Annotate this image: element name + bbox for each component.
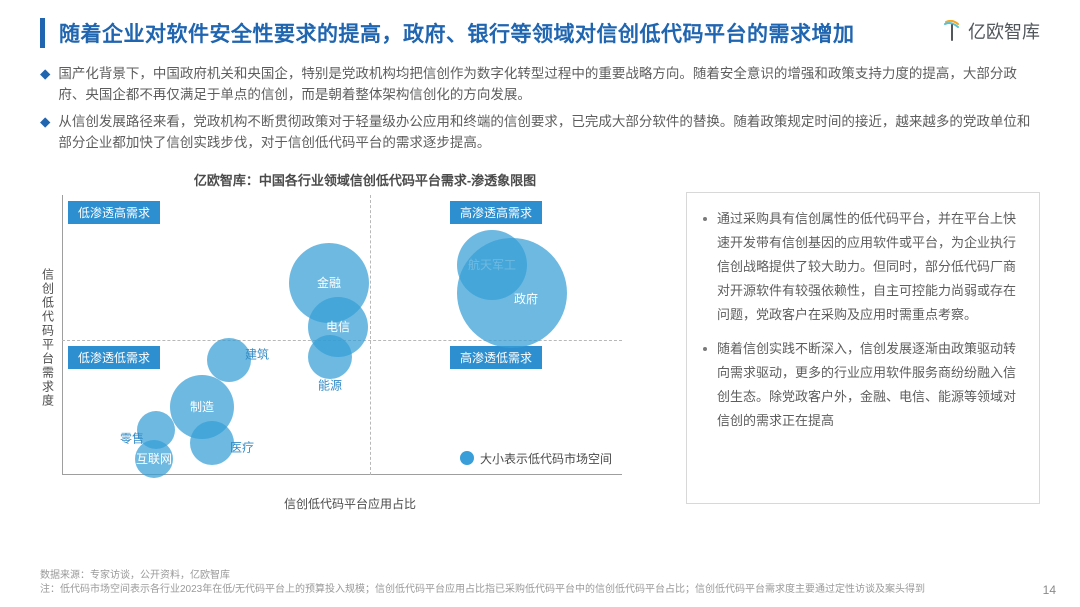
bubble-医疗: 医疗: [190, 421, 234, 465]
bubble-建筑: 建筑: [207, 338, 251, 382]
commentary-text: 通过采购具有信创属性的低代码平台，并在平台上快速开发带有信创基因的应用软件或平台…: [717, 207, 1023, 327]
bubble-label: 政府: [514, 290, 538, 307]
bubble-互联网: 互联网: [135, 440, 173, 478]
quadrant-label: 高渗透低需求: [450, 346, 542, 369]
bullet-dot-icon: [703, 347, 707, 351]
note-line: 注：低代码市场空间表示各行业2023年在低/无代码平台上的预算投入规模；信创低代…: [40, 583, 1040, 597]
quadrant-label: 低渗透高需求: [68, 201, 160, 224]
mid-vertical-line: [370, 195, 371, 475]
diamond-icon: ◆: [40, 112, 50, 154]
legend-dot-icon: [460, 451, 474, 465]
bubble-政府: 政府: [457, 238, 567, 348]
bubble-label: 制造: [190, 398, 214, 415]
legend-text: 大小表示低代码市场空间: [480, 450, 612, 467]
bullet-item: ◆从信创发展路径来看，党政机构不断贯彻政策对于轻量级办公应用和终端的信创要求，已…: [40, 112, 1040, 154]
logo-icon: [942, 20, 962, 42]
y-axis-label: 信创低代码平台需求度: [40, 195, 56, 512]
bubble-label: 互联网: [136, 450, 172, 467]
bullet-text: 从信创发展路径来看，党政机构不断贯彻政策对于轻量级办公应用和终端的信创要求，已完…: [58, 112, 1040, 154]
quadrant-label: 低渗透低需求: [68, 346, 160, 369]
commentary-box: 通过采购具有信创属性的低代码平台，并在平台上快速开发带有信创基因的应用软件或平台…: [686, 192, 1040, 504]
page-number: 14: [1043, 583, 1056, 597]
commentary-text: 随着信创实践不断深入，信创发展逐渐由政策驱动转向需求驱动，更多的行业应用软件服务…: [717, 337, 1023, 433]
chart-area: 亿欧智库：中国各行业领域信创低代码平台需求-渗透象限图 信创低代码平台需求度 低…: [40, 164, 660, 512]
bullet-text: 国产化背景下，中国政府机关和央国企，特别是党政机构均把信创作为数字化转型过程中的…: [58, 64, 1040, 106]
quadrant-plot: 低渗透高需求高渗透高需求低渗透低需求高渗透低需求航天军工政府金融电信能源建筑制造…: [62, 195, 622, 495]
brand-logo: 亿欧智库: [942, 18, 1040, 44]
source-line: 数据来源：专家访谈，公开资料，亿欧智库: [40, 569, 1040, 583]
logo-text: 亿欧智库: [968, 18, 1040, 44]
bubble-能源: 能源: [308, 335, 352, 379]
page-title: 随着企业对软件安全性要求的提高，政府、银行等领域对信创低代码平台的需求增加: [40, 18, 942, 48]
footer-notes: 数据来源：专家访谈，公开资料，亿欧智库 注：低代码市场空间表示各行业2023年在…: [40, 569, 1040, 597]
diamond-icon: ◆: [40, 64, 50, 106]
bubble-label: 能源: [318, 376, 342, 393]
header: 随着企业对软件安全性要求的提高，政府、银行等领域对信创低代码平台的需求增加 亿欧…: [0, 0, 1080, 56]
commentary-item: 通过采购具有信创属性的低代码平台，并在平台上快速开发带有信创基因的应用软件或平台…: [703, 207, 1023, 327]
bubble-label: 金融: [317, 274, 341, 291]
bullet-dot-icon: [703, 217, 707, 221]
bubble-label: 电信: [326, 318, 350, 335]
quadrant-label: 高渗透高需求: [450, 201, 542, 224]
bubble-label: 建筑: [245, 345, 269, 362]
legend-size: 大小表示低代码市场空间: [460, 450, 612, 467]
chart-title: 亿欧智库：中国各行业领域信创低代码平台需求-渗透象限图: [70, 170, 660, 189]
bubble-label: 医疗: [230, 438, 254, 455]
bullet-item: ◆国产化背景下，中国政府机关和央国企，特别是党政机构均把信创作为数字化转型过程中…: [40, 64, 1040, 106]
commentary-item: 随着信创实践不断深入，信创发展逐渐由政策驱动转向需求驱动，更多的行业应用软件服务…: [703, 337, 1023, 433]
bullet-list: ◆国产化背景下，中国政府机关和央国企，特别是党政机构均把信创作为数字化转型过程中…: [0, 56, 1080, 164]
x-axis-label: 信创低代码平台应用占比: [78, 495, 622, 512]
y-axis-line: [62, 195, 63, 475]
